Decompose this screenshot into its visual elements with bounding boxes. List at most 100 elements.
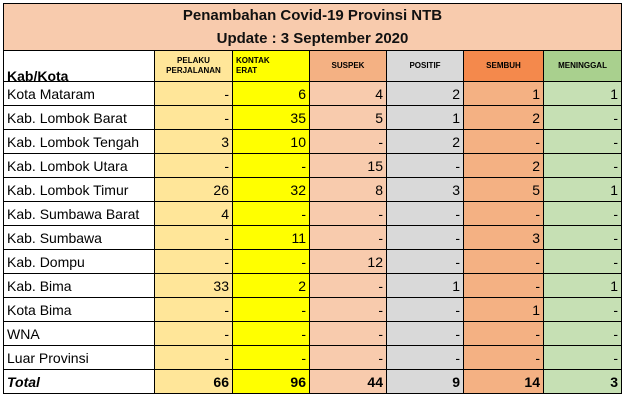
cell-suspek: 4 — [309, 81, 387, 106]
cell-meninggal: - — [542, 153, 623, 178]
cell-kontak: 35 — [232, 105, 310, 130]
cell-name: Kota Bima — [3, 297, 155, 322]
cell-kontak: 10 — [232, 129, 310, 154]
cell-pelaku: - — [154, 321, 233, 346]
header-pelaku-line2: PERJALANAN — [166, 66, 221, 75]
cell-pelaku: - — [154, 345, 233, 370]
cell-meninggal: - — [542, 129, 623, 154]
cell-positif: - — [386, 153, 464, 178]
header-meninggal: MENINGGAL — [542, 50, 623, 82]
cell-pelaku: 3 — [154, 129, 233, 154]
cell-pelaku: - — [154, 105, 233, 130]
covid-table: Penambahan Covid-19 Provinsi NTB Update … — [2, 3, 623, 394]
table-row: Luar Provinsi - - - - - - — [3, 345, 623, 370]
cell-positif: - — [386, 345, 464, 370]
cell-meninggal: 1 — [542, 81, 623, 106]
cell-sembuh: - — [463, 249, 544, 274]
cell-suspek: 5 — [309, 105, 387, 130]
cell-positif: - — [386, 225, 464, 250]
table-row: Kab. Bima 33 2-1-1 — [3, 273, 623, 298]
cell-suspek: 12 — [309, 249, 387, 274]
header-kontak-line1: KONTAK — [236, 56, 270, 65]
cell-meninggal: - — [542, 321, 623, 346]
cell-meninggal: - — [542, 105, 623, 130]
cell-suspek: - — [309, 273, 387, 298]
cell-kontak: 32 — [232, 177, 310, 202]
cell-kontak: - — [232, 153, 310, 178]
cell-kontak: - — [232, 345, 310, 370]
cell-meninggal: - — [542, 225, 623, 250]
cell-positif: 2 — [386, 129, 464, 154]
cell-suspek: - — [309, 345, 387, 370]
cell-sembuh: - — [463, 201, 544, 226]
cell-kontak: - — [232, 249, 310, 274]
cell-name: Luar Provinsi — [3, 345, 155, 370]
cell-meninggal: 1 — [542, 177, 623, 202]
total-sembuh: 14 — [463, 369, 544, 394]
header-kontak-erat: KONTAK ERAT — [232, 50, 310, 82]
cell-pelaku: 4 — [154, 201, 233, 226]
cell-name: Kab. Lombok Timur — [3, 177, 155, 202]
table-update-date: Update : 3 September 2020 — [2, 27, 623, 51]
header-row: Kab/Kota PELAKU PERJALANAN KONTAK ERAT SUS… — [3, 50, 623, 82]
cell-positif: 3 — [386, 177, 464, 202]
cell-sembuh: - — [463, 345, 544, 370]
cell-name: Kab. Sumbawa — [3, 225, 155, 250]
total-kontak: 96 — [232, 369, 310, 394]
cell-kontak: 6 — [232, 81, 310, 106]
cell-pelaku: - — [154, 153, 233, 178]
cell-sembuh: 3 — [463, 225, 544, 250]
cell-sembuh: - — [463, 129, 544, 154]
cell-meninggal: 1 — [542, 273, 623, 298]
total-name: Total — [3, 369, 155, 394]
table-row: Kab. Lombok Timur 26 32 8 3 5 1 — [3, 177, 623, 202]
cell-sembuh: 1 — [463, 81, 544, 106]
cell-meninggal: - — [542, 345, 623, 370]
cell-positif: - — [386, 321, 464, 346]
table-title: Penambahan Covid-19 Provinsi NTB — [2, 3, 623, 27]
cell-kontak: - — [232, 321, 310, 346]
cell-kontak: - — [232, 201, 310, 226]
cell-pelaku: - — [154, 225, 233, 250]
cell-suspek: 8 — [309, 177, 387, 202]
header-pelaku-perjalanan: PELAKU PERJALANAN — [154, 50, 233, 82]
table-row: WNA - - - - - - — [3, 321, 623, 346]
table-row: Kota Mataram -6 4 2 1 1 — [3, 81, 623, 106]
title-row-1: Penambahan Covid-19 Provinsi NTB — [2, 3, 623, 27]
cell-meninggal: - — [542, 249, 623, 274]
cell-meninggal: - — [542, 201, 623, 226]
header-suspek: SUSPEK — [309, 50, 387, 82]
table-row: Kab. Sumbawa -11- -3- — [3, 225, 623, 250]
cell-pelaku: - — [154, 297, 233, 322]
cell-positif: - — [386, 249, 464, 274]
total-pelaku: 66 — [154, 369, 233, 394]
table-row: Kab. Lombok Barat -35 5 1 2- — [3, 105, 623, 130]
cell-suspek: - — [309, 225, 387, 250]
cell-positif: - — [386, 201, 464, 226]
header-sembuh: SEMBUH — [463, 50, 544, 82]
cell-name: Kab. Dompu — [3, 249, 155, 274]
cell-pelaku: 26 — [154, 177, 233, 202]
header-kab-kota: Kab/Kota — [3, 50, 155, 82]
cell-name: Kab. Sumbawa Barat — [3, 201, 155, 226]
table-row: Kab. Lombok Tengah 3 10-2- - — [3, 129, 623, 154]
table-row: Kota Bima - - - -1- — [3, 297, 623, 322]
cell-name: Kab. Lombok Barat — [3, 105, 155, 130]
cell-sembuh: - — [463, 273, 544, 298]
cell-sembuh: 5 — [463, 177, 544, 202]
cell-sembuh: - — [463, 321, 544, 346]
total-suspek: 44 — [309, 369, 387, 394]
cell-pelaku: - — [154, 249, 233, 274]
table-row: Kab. Lombok Utara - -15-2- — [3, 153, 623, 178]
cell-sembuh: 2 — [463, 153, 544, 178]
header-positif: POSITIF — [386, 50, 464, 82]
table-row: Kab. Sumbawa Barat 4- - - - - — [3, 201, 623, 226]
cell-meninggal: - — [542, 297, 623, 322]
cell-name: WNA — [3, 321, 155, 346]
covid-table-container: Penambahan Covid-19 Provinsi NTB Update … — [2, 3, 623, 411]
cell-suspek: - — [309, 321, 387, 346]
total-positif: 9 — [386, 369, 464, 394]
cell-suspek: - — [309, 201, 387, 226]
cell-suspek: - — [309, 129, 387, 154]
cell-sembuh: 2 — [463, 105, 544, 130]
